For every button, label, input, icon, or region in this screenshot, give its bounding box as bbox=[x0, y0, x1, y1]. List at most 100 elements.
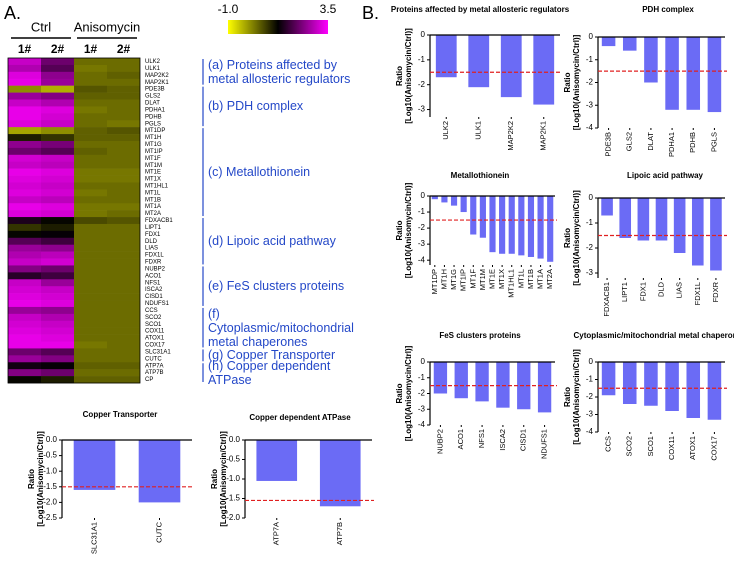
heatmap-cell bbox=[74, 217, 107, 225]
x-tick-label: MT1L bbox=[516, 269, 525, 288]
heatmap-cell bbox=[74, 258, 107, 266]
bar bbox=[73, 440, 116, 490]
bar bbox=[508, 196, 515, 254]
heatmap-cell bbox=[74, 203, 107, 211]
heatmap-cell bbox=[74, 237, 107, 246]
row-label: SLC31A1 bbox=[145, 349, 171, 355]
bar bbox=[644, 37, 658, 83]
row-label: ACO1 bbox=[145, 273, 162, 279]
bar bbox=[601, 198, 613, 216]
row-label: NDUFS1 bbox=[145, 301, 170, 307]
row-label: COX17 bbox=[145, 343, 165, 349]
row-label: CUTC bbox=[145, 356, 162, 362]
heatmap-cell bbox=[107, 196, 140, 204]
heatmap-cell bbox=[107, 120, 140, 128]
y-axis-label: [Log10(Anisomycin/Ctrl)] bbox=[404, 28, 413, 124]
x-tick-label: MT1A bbox=[536, 269, 545, 289]
column-group-label: Anisomycin bbox=[74, 19, 140, 34]
row-label: MT1E bbox=[145, 170, 161, 176]
heatmap-cell bbox=[41, 99, 74, 107]
heatmap-cell bbox=[41, 175, 74, 183]
heatmap-cell bbox=[74, 244, 107, 252]
bar bbox=[460, 196, 467, 213]
row-label: MT1L bbox=[145, 190, 161, 196]
row-label: MT1A bbox=[145, 204, 161, 210]
heatmap-cell bbox=[41, 293, 74, 301]
row-label: ULK2 bbox=[145, 59, 161, 65]
bar bbox=[537, 362, 552, 413]
y-tick-label: -3 bbox=[586, 410, 594, 419]
y-tick-label: -1 bbox=[418, 55, 426, 64]
heatmap-cell bbox=[107, 293, 140, 301]
heatmap-cell bbox=[107, 265, 140, 273]
heatmap-cell bbox=[8, 223, 41, 232]
y-tick-label: -1.0 bbox=[43, 466, 57, 475]
heatmap-cell bbox=[41, 78, 74, 86]
heatmap-cell bbox=[107, 161, 140, 169]
y-tick-label: -2 bbox=[586, 243, 594, 252]
x-tick-label: DLD bbox=[656, 281, 665, 297]
bar bbox=[319, 440, 361, 507]
heatmap-cell bbox=[74, 58, 107, 66]
heatmap-cell bbox=[8, 210, 41, 218]
heatmap-cell bbox=[107, 369, 140, 377]
heatmap-cell bbox=[74, 92, 107, 100]
bar bbox=[644, 362, 658, 406]
row-label: ULK1 bbox=[145, 66, 161, 72]
bar bbox=[475, 362, 489, 402]
heatmap-cell bbox=[8, 376, 41, 384]
row-label: MT1B bbox=[145, 197, 161, 203]
column-group-label: Ctrl bbox=[31, 19, 51, 34]
y-tick-label: 0 bbox=[589, 193, 594, 202]
heatmap-cell bbox=[41, 92, 74, 100]
heatmap-cell bbox=[74, 286, 107, 294]
heatmap-cell bbox=[8, 251, 41, 259]
group-label: (e) FeS clusters proteins bbox=[208, 279, 345, 294]
heatmap-cell bbox=[8, 355, 41, 363]
bar bbox=[431, 196, 438, 200]
heatmap-cell bbox=[8, 244, 41, 252]
heatmap-cell bbox=[107, 127, 140, 135]
row-label: ATP7A bbox=[145, 363, 164, 369]
group-label: (f) Cytoplasmic/mitochondrial metal chap… bbox=[208, 306, 354, 349]
bar bbox=[619, 198, 632, 238]
heatmap-cell bbox=[41, 300, 74, 308]
x-tick-label: MT1G bbox=[449, 269, 458, 290]
heatmap-cell bbox=[74, 362, 107, 370]
y-tick-label: -3 bbox=[586, 268, 594, 277]
heatmap-cell bbox=[8, 293, 41, 301]
y-axis-label: Ratio bbox=[563, 72, 572, 92]
heatmap-cell bbox=[74, 300, 107, 308]
heatmap-cell bbox=[8, 182, 41, 190]
y-axis-label: Ratio bbox=[395, 66, 404, 86]
y-axis-label: [Log10(Anisomycin/Ctrl)] bbox=[404, 345, 413, 441]
heatmap-cell bbox=[107, 106, 140, 114]
y-tick-label: -2 bbox=[586, 392, 594, 401]
row-label: MT1X bbox=[145, 177, 161, 183]
heatmap-cell bbox=[8, 230, 41, 239]
x-tick-label: NUBP2 bbox=[435, 429, 444, 454]
row-label: ISCA2 bbox=[145, 287, 163, 293]
heatmap-cell bbox=[107, 134, 140, 142]
panel-label: A. bbox=[4, 3, 21, 23]
chart-title: Proteins affected by metal allosteric re… bbox=[391, 5, 570, 14]
bar bbox=[637, 198, 650, 241]
heatmap-cell bbox=[107, 113, 140, 121]
heatmap-cell bbox=[107, 58, 140, 66]
heatmap-cell bbox=[74, 147, 107, 156]
row-label: ATP7B bbox=[145, 370, 164, 376]
heatmap-cell bbox=[8, 113, 41, 121]
heatmap-cell bbox=[8, 217, 41, 225]
y-tick-label: -1.5 bbox=[43, 482, 57, 491]
row-label: DLAT bbox=[145, 101, 160, 107]
heatmap-cell bbox=[74, 327, 107, 335]
row-label: MT2A bbox=[145, 211, 161, 217]
bar bbox=[489, 196, 496, 253]
row-label: NUBP2 bbox=[145, 266, 166, 272]
heatmap-cell bbox=[8, 134, 41, 142]
heatmap-cell bbox=[74, 196, 107, 204]
heatmap-cell bbox=[107, 244, 140, 252]
row-label: MT1DP bbox=[145, 128, 165, 134]
heatmap-cell bbox=[74, 182, 107, 190]
